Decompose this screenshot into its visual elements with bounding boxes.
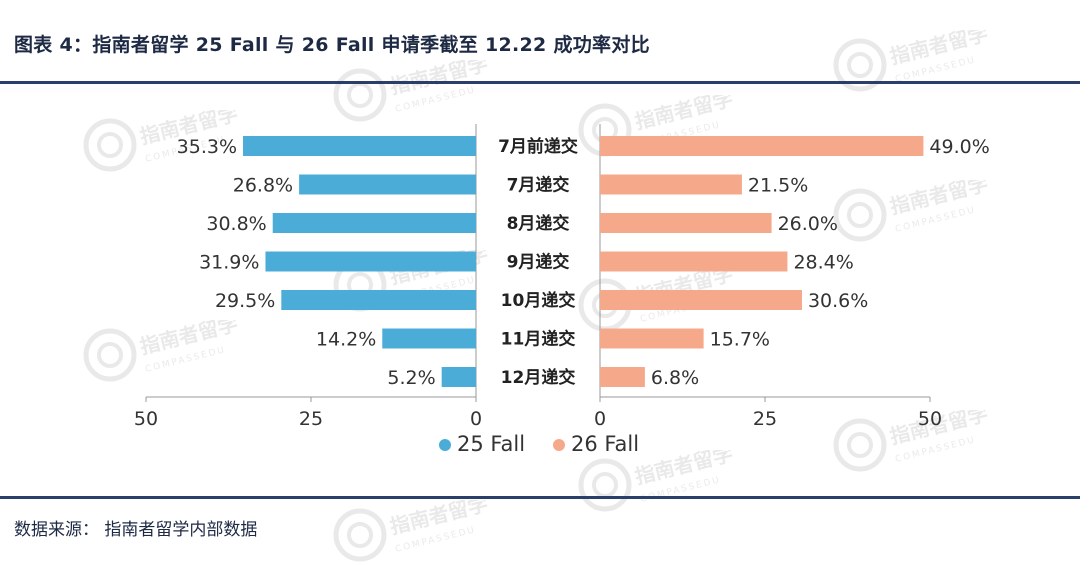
bar-26-fall <box>600 174 742 195</box>
data-label-25-fall: 26.8% <box>233 175 293 197</box>
legend-label-25-fall: 25 Fall <box>457 432 525 456</box>
legend-marker-25-fall <box>439 439 451 451</box>
bar-25-fall <box>265 251 476 272</box>
data-label-26-fall: 6.8% <box>651 367 699 389</box>
legend-marker-26-fall <box>553 439 565 451</box>
bar-25-fall <box>299 174 476 195</box>
data-label-26-fall: 49.0% <box>929 136 989 158</box>
bar-25-fall <box>441 367 476 387</box>
source-bar: 数据来源： 指南者留学内部数据 <box>0 496 1080 558</box>
bar-25-fall <box>382 328 476 349</box>
data-label-25-fall: 29.5% <box>215 290 275 312</box>
source-note: 数据来源： 指南者留学内部数据 <box>14 520 258 540</box>
category-label: 7月递交 <box>507 175 570 196</box>
bar-26-fall <box>600 328 704 349</box>
data-label-26-fall: 21.5% <box>748 175 808 197</box>
bar-26-fall <box>600 367 645 387</box>
butterfly-bar-chart: 35.3% 49.0% 7月前递交 26.8% 21.5% 7月递交 30.8% 26.0% 8… <box>134 124 990 456</box>
category-label: 10月递交 <box>501 290 576 311</box>
data-label-26-fall: 26.0% <box>778 213 838 235</box>
data-label-25-fall: 5.2% <box>387 367 435 389</box>
category-label: 8月递交 <box>507 213 570 234</box>
data-label-25-fall: 31.9% <box>199 252 259 274</box>
bar-26-fall <box>600 290 802 310</box>
data-label-25-fall: 30.8% <box>206 213 266 235</box>
data-label-26-fall: 15.7% <box>710 329 770 351</box>
category-label: 12月递交 <box>501 367 576 388</box>
right-axis-tick-label: 50 <box>918 408 942 430</box>
title-bar: 图表 4：指南者留学 25 Fall 与 26 Fall 申请季截至 12.22… <box>0 0 1080 84</box>
bar-26-fall <box>600 213 772 233</box>
right-axis-tick-label: 0 <box>594 408 606 430</box>
data-label-26-fall: 28.4% <box>793 252 853 274</box>
legend-label-26-fall: 26 Fall <box>571 432 639 456</box>
data-label-25-fall: 14.2% <box>316 329 376 351</box>
bar-25-fall <box>272 213 476 233</box>
bar-26-fall <box>600 136 924 156</box>
right-axis-tick-label: 25 <box>753 408 777 430</box>
left-axis-tick-label: 50 <box>134 408 158 430</box>
category-label: 7月前递交 <box>498 136 578 157</box>
category-label: 9月递交 <box>507 252 570 273</box>
data-label-25-fall: 35.3% <box>177 136 237 158</box>
bar-25-fall <box>281 290 476 310</box>
bar-26-fall <box>600 251 788 272</box>
figure-title: 图表 4：指南者留学 25 Fall 与 26 Fall 申请季截至 12.22… <box>14 34 650 56</box>
bar-25-fall <box>243 136 476 156</box>
category-label: 11月递交 <box>501 329 576 350</box>
left-axis-tick-label: 25 <box>299 408 323 430</box>
data-label-26-fall: 30.6% <box>808 290 868 312</box>
left-axis-tick-label: 0 <box>470 408 482 430</box>
